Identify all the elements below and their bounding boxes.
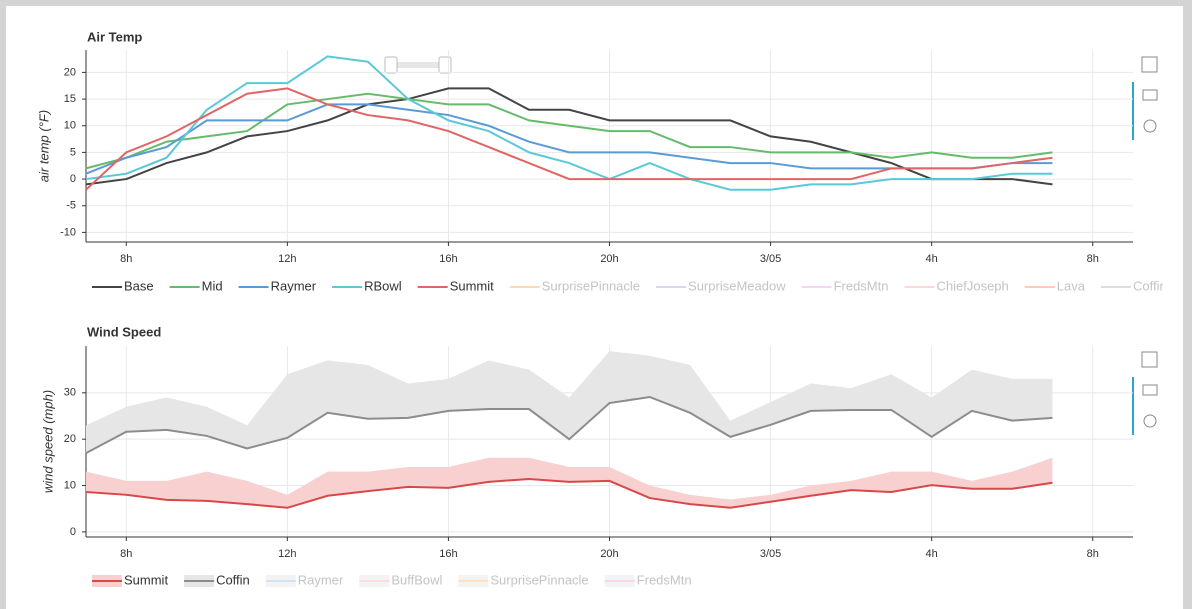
legend-label: Base xyxy=(124,278,154,293)
slider-handle[interactable] xyxy=(438,56,452,74)
legend-label: Summit xyxy=(450,278,494,293)
chart-title: Wind Speed xyxy=(87,324,161,339)
legend-item[interactable]: ChiefJoseph xyxy=(904,278,1009,293)
legend-label: Raymer xyxy=(298,572,344,587)
comment-icon[interactable] xyxy=(1142,89,1158,101)
series-line xyxy=(85,87,1053,186)
x-tick-label: 8h xyxy=(120,253,132,265)
legend: Base Mid Raymer RBowl Summit SurprisePinnacle… xyxy=(92,278,1167,293)
band xyxy=(86,351,1053,454)
legend-label: Summit xyxy=(124,572,168,587)
legend-label: Lava xyxy=(1057,278,1086,293)
legend: Summit Coffin Raymer BuffBowl SurprisePinnac… xyxy=(92,572,692,587)
series-line xyxy=(85,55,1053,191)
legend-item[interactable]: SurprisePinnacle xyxy=(458,572,589,587)
legend-label: Mid xyxy=(202,278,223,293)
x-tick-label: 16h xyxy=(439,548,457,560)
legend-item[interactable]: Lava xyxy=(1024,278,1086,293)
panel xyxy=(6,6,1183,609)
legend-label: RBowl xyxy=(364,278,402,293)
legend-label: Raymer xyxy=(271,278,317,293)
legend-item[interactable]: BuffBowl xyxy=(359,572,442,587)
slider-handle[interactable] xyxy=(384,56,398,74)
slider-track xyxy=(392,62,444,68)
chart: Air Temp air temp (°F) -10 -5 0 5 10 15 20 8h 12h 1… xyxy=(36,29,1167,293)
legend-label: FredsMtn xyxy=(834,278,889,293)
y-tick-label: 10 xyxy=(64,479,76,491)
x-tick-label: 3/05 xyxy=(760,253,781,265)
x-tick-label: 20h xyxy=(600,253,618,265)
legend-item[interactable]: Raymer xyxy=(238,278,317,293)
legend-item[interactable]: Base xyxy=(92,278,154,293)
legend-label: SurprisePinnacle xyxy=(542,278,640,293)
legend-label: Coffin xyxy=(1133,278,1167,293)
chart-title: Air Temp xyxy=(87,29,142,44)
y-tick-label: 0 xyxy=(70,173,76,185)
legend-label: ChiefJoseph xyxy=(936,278,1008,293)
toolbar xyxy=(1132,56,1158,435)
x-tick-label: 8h xyxy=(1087,548,1099,560)
y-axis-title: wind speed (mph) xyxy=(40,390,55,493)
x-tick-label: 4h xyxy=(926,548,938,560)
x-tick-label: 8h xyxy=(1087,253,1099,265)
legend-item[interactable]: Mid xyxy=(169,278,223,293)
crosshair-icon[interactable] xyxy=(1143,119,1157,133)
legend-label: Coffin xyxy=(216,572,250,587)
y-tick-label: 20 xyxy=(64,66,76,78)
legend-label: SurpriseMeadow xyxy=(688,278,786,293)
legend-item[interactable]: Raymer xyxy=(265,572,344,587)
y-tick-label: 10 xyxy=(64,120,76,132)
legend-item[interactable]: Summit xyxy=(92,572,168,587)
legend-item[interactable]: Coffin xyxy=(1100,278,1167,293)
save-icon[interactable] xyxy=(1141,56,1158,73)
legend-item[interactable]: FredsMtn xyxy=(801,278,889,293)
legend-item[interactable]: Coffin xyxy=(184,572,250,587)
y-tick-label: -10 xyxy=(60,226,76,238)
legend-item[interactable]: Summit xyxy=(417,278,494,293)
legend-item[interactable]: RBowl xyxy=(332,278,402,293)
legend-label: BuffBowl xyxy=(391,572,442,587)
series-line xyxy=(85,395,1053,454)
legend-label: FredsMtn xyxy=(637,572,692,587)
y-tick-label: 5 xyxy=(70,146,76,158)
x-tick-label: 12h xyxy=(278,548,296,560)
x-tick-label: 4h xyxy=(926,253,938,265)
legend-item[interactable]: FredsMtn xyxy=(604,572,692,587)
chart: Wind Speed wind speed (mph) 0 10 20 30 8h 12h 16… xyxy=(40,324,1133,587)
y-tick-label: -5 xyxy=(66,200,76,212)
x-tick-label: 3/05 xyxy=(760,548,781,560)
crosshair-icon[interactable] xyxy=(1143,414,1157,428)
legend-label: SurprisePinnacle xyxy=(490,572,588,587)
save-icon[interactable] xyxy=(1141,351,1158,368)
x-tick-label: 16h xyxy=(439,253,457,265)
y-axis-title: air temp (°F) xyxy=(36,110,51,182)
y-tick-label: 30 xyxy=(64,387,76,399)
y-tick-label: 0 xyxy=(70,526,76,538)
y-tick-label: 15 xyxy=(64,93,76,105)
series-line xyxy=(85,478,1053,509)
x-tick-label: 8h xyxy=(120,548,132,560)
comment-icon[interactable] xyxy=(1142,384,1158,396)
legend-item[interactable]: SurpriseMeadow xyxy=(656,278,786,293)
x-tick-label: 12h xyxy=(278,253,296,265)
y-tick-label: 20 xyxy=(64,433,76,445)
x-tick-label: 20h xyxy=(600,548,618,560)
series-line xyxy=(85,87,1053,191)
legend-item[interactable]: SurprisePinnacle xyxy=(509,278,640,293)
series-line xyxy=(85,92,1053,170)
